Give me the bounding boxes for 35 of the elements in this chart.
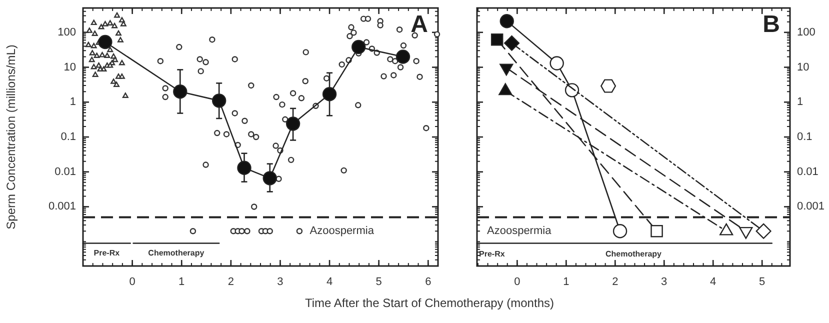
x-tick-label: 0 [129, 276, 136, 288]
y2-tick-label: 0.001 [797, 200, 825, 213]
y-tick-label: 0.001 [48, 200, 76, 213]
chart-title: A [410, 11, 428, 38]
y-tick-label: 0.1 [60, 131, 76, 143]
annotation: Azoospermia [487, 225, 552, 238]
y-axis-title: Sperm Concentration (millions/mL) [4, 44, 18, 230]
x-tick-label: 3 [277, 276, 284, 288]
annotation: Pre-Rx [479, 250, 506, 258]
x-tick-label: 3 [661, 276, 668, 288]
x-tick-label: 6 [425, 276, 432, 288]
x-tick-label: 5 [759, 276, 766, 288]
x-tick-label: 1 [563, 276, 570, 288]
x-tick-label: 2 [228, 276, 234, 288]
x-tick-label: 5 [376, 276, 382, 288]
x-tick-label: 0 [514, 276, 520, 288]
y2-tick-label: 1 [797, 96, 804, 108]
y2-tick-label: 10 [797, 61, 810, 74]
y-tick-label: 0.01 [54, 166, 76, 178]
y-tick-label: 10 [64, 61, 76, 74]
x-tick-label: 2 [612, 276, 618, 288]
x-tick-label: 1 [178, 276, 185, 288]
x-tick-label: 4 [326, 276, 333, 288]
y2-tick-label: 0.1 [797, 131, 812, 143]
y-tick-label: 100 [58, 26, 76, 38]
annotation: Pre-Rx [94, 248, 120, 258]
x-tick-label: 4 [710, 276, 716, 288]
y2-tick-label: 100 [797, 26, 816, 38]
annotation: Chemotherapy [605, 250, 662, 258]
y-tick-label: 1 [70, 96, 76, 108]
y2-tick-label: 0.01 [797, 166, 818, 178]
annotation: Azoospermia [310, 225, 375, 238]
annotation: Chemotherapy [148, 248, 205, 258]
chart-title: B [762, 11, 780, 38]
x-axis-title: Time After the Start of Chemotherapy (months) [305, 296, 554, 310]
